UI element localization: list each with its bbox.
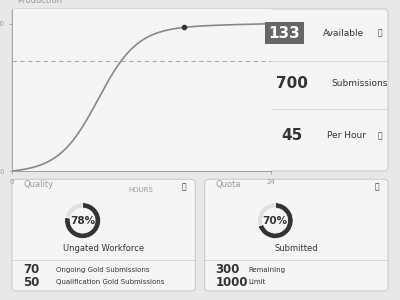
Text: Submissions: Submissions [332, 79, 388, 88]
Text: ⓘ: ⓘ [378, 29, 382, 38]
Wedge shape [65, 203, 83, 218]
Text: 70%: 70% [263, 216, 288, 226]
Text: Ongoing Gold Submissions: Ongoing Gold Submissions [56, 267, 150, 273]
Wedge shape [65, 203, 100, 238]
Text: 70: 70 [23, 263, 39, 276]
Text: Limit: Limit [249, 279, 266, 285]
Text: Per Hour: Per Hour [327, 131, 366, 140]
Text: Ungated Workforce: Ungated Workforce [63, 244, 144, 253]
Text: Quota: Quota [216, 180, 241, 189]
Text: ⓘ: ⓘ [378, 131, 382, 140]
Text: Quality: Quality [23, 180, 53, 189]
Text: 50: 50 [23, 276, 39, 289]
Text: Submitted: Submitted [274, 244, 318, 253]
Text: Available: Available [323, 29, 365, 38]
Text: 1000: 1000 [216, 276, 248, 289]
Text: Qualification Gold Submissions: Qualification Gold Submissions [56, 279, 164, 285]
Text: 45: 45 [281, 128, 302, 143]
Wedge shape [258, 203, 293, 238]
Text: 133: 133 [269, 26, 300, 41]
X-axis label: HOURS: HOURS [129, 188, 154, 194]
Text: Production: Production [17, 0, 62, 5]
Text: ⓘ: ⓘ [375, 183, 379, 192]
Text: ⓘ: ⓘ [182, 183, 187, 192]
Text: Remaining: Remaining [249, 267, 286, 273]
Text: 78%: 78% [70, 216, 95, 226]
Wedge shape [257, 203, 275, 226]
Text: 700: 700 [276, 76, 308, 91]
Text: 300: 300 [216, 263, 240, 276]
